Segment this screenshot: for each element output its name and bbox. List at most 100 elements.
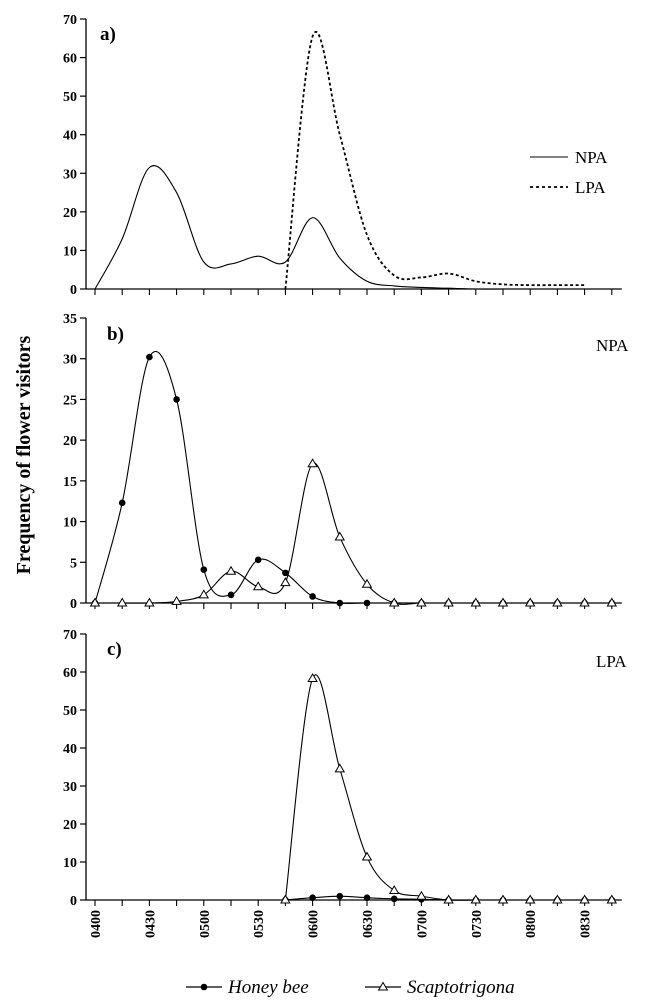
legend-scaptotrigona-marker — [377, 981, 389, 991]
x-tick-label: 0630 — [361, 910, 376, 938]
panel-b-series-scaptotrigona-line — [95, 462, 612, 605]
y-axis-label: Frequency of flower visitors — [13, 335, 35, 574]
panel-b-series-scaptotrigona-point — [361, 578, 373, 588]
panel-c-series-scaptotrigona-point — [388, 885, 400, 894]
panel-c-label: c) — [107, 639, 122, 660]
panel-a-y-tick-label: 10 — [63, 244, 77, 259]
panel-c-series-scaptotrigona-point — [280, 894, 291, 904]
panel-b-series-honey-bee-point — [118, 499, 126, 507]
legend-honey-bee-label: Honey bee — [227, 977, 309, 998]
panel-c-y-tick-label: 70 — [63, 628, 77, 643]
legend: Honey bee Scaptotrigona — [186, 977, 515, 998]
axes-layer — [80, 18, 622, 906]
panel-b-series-scaptotrigona-point — [443, 597, 454, 607]
x-tick-label: 0730 — [470, 910, 485, 938]
panel-b-series-honey-bee-point — [173, 396, 180, 403]
panel-b-series-scaptotrigona-point — [280, 577, 291, 587]
panel-c-series-honey-bee-point — [363, 894, 371, 902]
panel-a-y-tick-label: 30 — [63, 167, 77, 182]
panel-b-series-honey-bee-line — [94, 350, 612, 605]
panel-c-y-tick-label: 0 — [70, 894, 77, 909]
panel-b-y-tick-label: 10 — [63, 516, 77, 531]
panel-a-y-tick-label: 70 — [63, 13, 77, 28]
panel-b-series-honey-bee-point — [282, 569, 289, 577]
panel-c-series-honey-bee-point — [309, 894, 316, 902]
panel-c-series-scaptotrigona-point — [443, 894, 454, 904]
panel-b-y-tick-label: 20 — [63, 434, 77, 449]
panel-c-series-scaptotrigona-point — [524, 894, 536, 904]
panel-b-series-scaptotrigona-point — [579, 597, 590, 607]
panel-b-series-scaptotrigona-point — [225, 565, 237, 575]
panel-b-y-tick-label: 5 — [70, 556, 77, 571]
panel-b-y-tick-label: 15 — [63, 475, 77, 490]
panel-b-series-scaptotrigona-point — [334, 531, 346, 541]
panel-b-series-scaptotrigona-point — [470, 597, 482, 607]
panel-b-y-tick-label: 0 — [70, 597, 77, 612]
panel-b-y-tick-label: 30 — [63, 353, 77, 368]
panel-a-label: a) — [100, 24, 116, 45]
panel-b-y-tick-label: 25 — [63, 393, 77, 408]
panel-b-series-scaptotrigona-point — [552, 597, 563, 607]
marks-layer — [89, 31, 618, 904]
panel-a-series-npa-line — [94, 165, 612, 290]
panel-c-series-scaptotrigona-point — [307, 672, 318, 682]
panel-c-y-tick-label: 20 — [63, 818, 77, 833]
panel-a-series-lpa-line — [284, 31, 585, 290]
panel-c-y-tick-label: 10 — [63, 856, 77, 871]
legend-scaptotrigona-label: Scaptotrigona — [407, 977, 515, 998]
x-tick-label: 0600 — [307, 910, 322, 938]
panel-c-series-honey-bee-point — [336, 892, 344, 900]
panel-c-series-scaptotrigona-point — [416, 890, 427, 900]
panel-b-y-tick-label: 35 — [63, 312, 77, 327]
panel-b-series-honey-bee-point — [309, 593, 316, 600]
panel-a-y-tick-label: 0 — [70, 283, 77, 298]
panel-c-series-scaptotrigona-point — [579, 894, 590, 904]
x-tick-label: 0700 — [415, 910, 430, 938]
panel-b-series-honey-bee-point — [227, 591, 235, 599]
x-tick-label: 0530 — [252, 910, 267, 938]
panel-c-series-scaptotrigona-point — [361, 851, 373, 861]
panel-b-series-honey-bee-point — [363, 599, 371, 607]
panel-c-y-tick-label: 40 — [63, 742, 77, 757]
panel-b-series-scaptotrigona-point — [144, 597, 155, 607]
panel-b-series-honey-bee-point — [200, 566, 208, 573]
panel-c-series-scaptotrigona-point — [497, 894, 509, 904]
panel-c-y-tick-label: 50 — [63, 704, 77, 719]
panel-a-y-tick-label: 20 — [63, 206, 77, 221]
panel-a-y-tick-label: 50 — [63, 90, 77, 105]
panel-c-series-scaptotrigona-line — [284, 674, 612, 901]
panel-c-y-tick-label: 30 — [63, 780, 77, 795]
panel-b-series-scaptotrigona-point — [606, 597, 618, 607]
x-tick-label: 0400 — [89, 910, 104, 938]
panel-a-legend-lpa-label: LPA — [575, 178, 606, 197]
panel-b-label: b) — [107, 324, 124, 345]
panel-b-series-honey-bee-point — [146, 353, 153, 361]
panel-a-legend-npa-label: NPA — [575, 148, 608, 167]
panel-b-series-honey-bee-point — [336, 599, 344, 607]
panel-c-series-scaptotrigona-point — [552, 894, 563, 904]
legend-honey-bee-marker — [200, 983, 208, 991]
panel-b-series-scaptotrigona-point — [416, 597, 427, 607]
panel-b-series-scaptotrigona-point — [198, 589, 210, 599]
panel-b-series-scaptotrigona-point — [89, 597, 101, 607]
panel-b-series-scaptotrigona-point — [116, 597, 128, 607]
x-tick-label: 0430 — [143, 910, 158, 938]
panel-b-series-scaptotrigona-point — [252, 581, 264, 591]
panel-c-series-scaptotrigona-point — [606, 894, 618, 904]
panel-b-series-honey-bee-point — [254, 556, 262, 564]
x-tick-label: 0500 — [198, 910, 213, 938]
panel-b-annotation: NPA — [596, 336, 629, 355]
labels-layer: 0 10 20 30 40 50 60 70 a) NPA LPA 0 5 10 15 20 25 30 35 b) N… — [63, 13, 629, 938]
panel-c-series-honey-bee-point — [390, 895, 398, 903]
panel-b-series-scaptotrigona-point — [497, 597, 509, 607]
panel-b-series-scaptotrigona-point — [171, 595, 182, 605]
panel-a-y-tick-label: 40 — [63, 129, 77, 144]
x-tick-label: 0800 — [524, 910, 539, 938]
panel-b-series-scaptotrigona-point — [388, 597, 400, 607]
panel-a-y-tick-label: 60 — [63, 52, 77, 67]
panel-c-series-scaptotrigona-point — [334, 763, 346, 773]
panel-c-series-scaptotrigona-point — [470, 894, 482, 904]
panel-b-series-scaptotrigona-point — [524, 597, 536, 607]
panel-c-annotation: LPA — [596, 652, 627, 671]
